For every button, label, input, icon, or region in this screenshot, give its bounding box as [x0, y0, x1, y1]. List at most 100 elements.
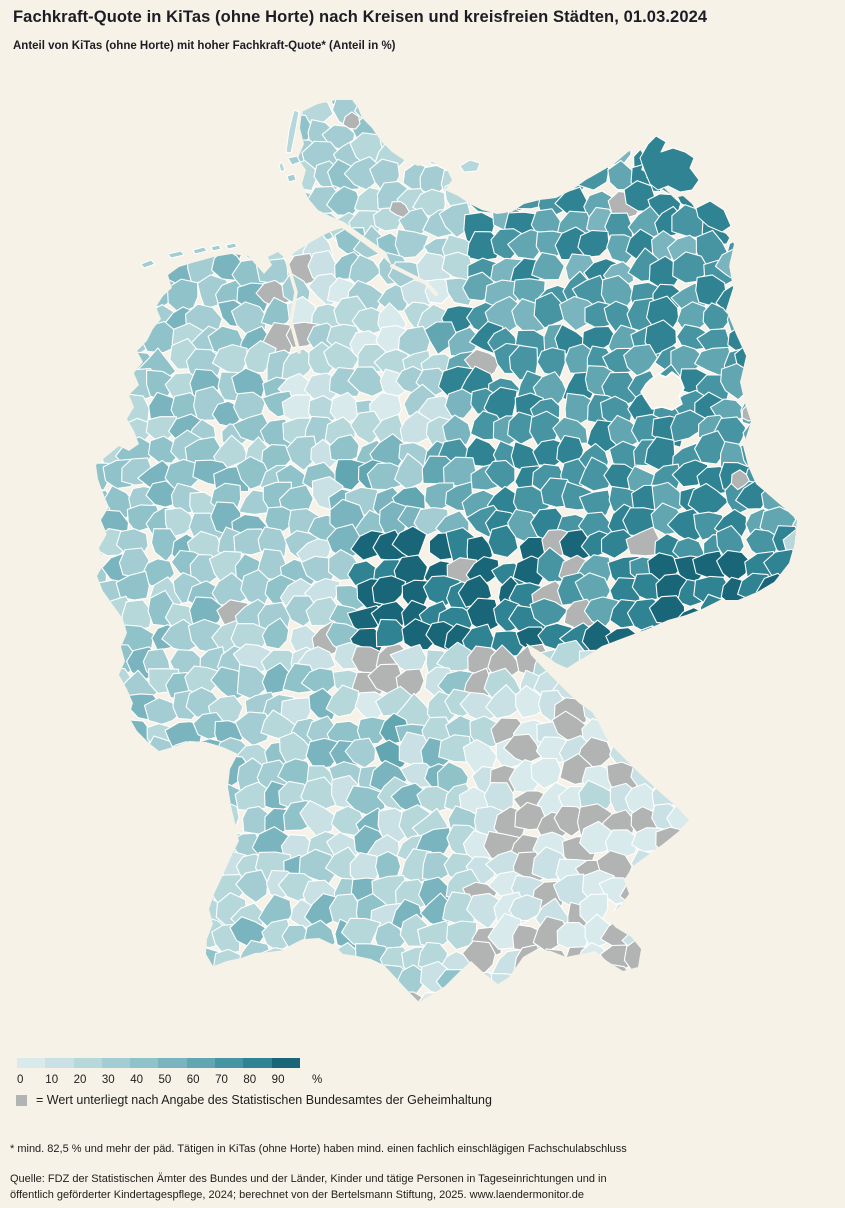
district-cell[interactable]: [356, 716, 389, 745]
district-cell[interactable]: [623, 343, 659, 377]
district-cell[interactable]: [532, 915, 571, 953]
island-föhr[interactable]: [287, 155, 301, 166]
island-usedom[interactable]: [695, 200, 732, 233]
no-data-district[interactable]: [741, 403, 761, 422]
island-wangerooge[interactable]: [225, 242, 238, 250]
district-cell[interactable]: [438, 734, 472, 763]
district-cell[interactable]: [484, 459, 516, 491]
island-borkum[interactable]: [140, 259, 156, 269]
no-data-legend: = Wert unterliegt nach Angabe des Statis…: [16, 1093, 492, 1107]
district-cell[interactable]: [92, 618, 125, 650]
district-cell[interactable]: [530, 757, 562, 790]
district-cell[interactable]: [344, 737, 377, 769]
no-data-district[interactable]: [342, 111, 361, 130]
district-cell[interactable]: [632, 625, 662, 655]
district-cell[interactable]: [416, 785, 451, 814]
district-cell[interactable]: [623, 180, 656, 212]
legend-color-ramp: [17, 1058, 300, 1068]
legend-class-swatch: [215, 1058, 244, 1068]
district-cell[interactable]: [651, 779, 684, 808]
district-cell[interactable]: [599, 133, 632, 166]
island-spiekeroog[interactable]: [210, 244, 222, 252]
legend-tick: 60: [186, 1074, 200, 1086]
district-cell[interactable]: [280, 189, 316, 219]
district-cell[interactable]: [702, 302, 732, 332]
district-cell[interactable]: [325, 684, 360, 718]
district-cell[interactable]: [655, 826, 690, 857]
district-cell[interactable]: [264, 506, 296, 534]
district-cell[interactable]: [391, 525, 428, 563]
district-cell[interactable]: [586, 139, 617, 166]
legend-tick: 90: [271, 1074, 285, 1086]
legend-tick: 20: [73, 1074, 87, 1086]
district-cell[interactable]: [582, 691, 619, 725]
district-cell[interactable]: [462, 738, 498, 775]
district-cell[interactable]: [351, 307, 387, 335]
berlin-area[interactable]: [640, 371, 685, 411]
district-cell[interactable]: [119, 719, 152, 754]
district-cell[interactable]: [726, 298, 758, 334]
district-cell[interactable]: [630, 849, 664, 880]
district-cell[interactable]: [648, 624, 685, 656]
district-cell[interactable]: [115, 570, 150, 601]
legend-tick: 40: [130, 1074, 143, 1086]
no-data-district[interactable]: [730, 469, 750, 491]
district-cell[interactable]: [577, 229, 610, 258]
district-cell[interactable]: [608, 903, 645, 931]
no-data-label: = Wert unterliegt nach Angabe des Statis…: [36, 1093, 492, 1107]
district-cell[interactable]: [260, 947, 292, 976]
district-cell[interactable]: [531, 251, 565, 281]
district-cell[interactable]: [164, 507, 195, 539]
district-cell[interactable]: [394, 228, 430, 259]
district-cell[interactable]: [402, 133, 440, 163]
district-cell[interactable]: [350, 410, 382, 445]
weser-river: [285, 260, 301, 354]
island-langeoog[interactable]: [192, 246, 208, 255]
island-amrum[interactable]: [278, 161, 286, 173]
district-cell[interactable]: [487, 524, 519, 558]
district-cell[interactable]: [444, 388, 477, 419]
district-cell[interactable]: [211, 800, 240, 833]
district-cell[interactable]: [78, 527, 106, 561]
district-cell[interactable]: [435, 969, 476, 1001]
district-cell[interactable]: [97, 414, 134, 449]
no-data-district[interactable]: [389, 201, 410, 218]
district-cell[interactable]: [147, 435, 181, 464]
legend-class-swatch: [130, 1058, 159, 1068]
district-cell[interactable]: [578, 456, 614, 492]
district-cell[interactable]: [536, 347, 566, 378]
district-cell[interactable]: [348, 254, 382, 288]
district-cell[interactable]: [213, 434, 250, 471]
district-cell[interactable]: [261, 617, 290, 650]
legend-tick: 70: [215, 1074, 228, 1086]
district-cell[interactable]: [716, 549, 752, 583]
legend-tick: 0: [17, 1074, 24, 1086]
district-cell[interactable]: [600, 528, 637, 559]
district-cell[interactable]: [487, 644, 523, 679]
island-sylt[interactable]: [285, 109, 300, 154]
district-cell[interactable]: [603, 963, 635, 998]
island-fehmarn[interactable]: [459, 159, 481, 173]
district-cell[interactable]: [466, 183, 507, 214]
island-pellworm[interactable]: [286, 173, 297, 183]
district-cell[interactable]: [145, 416, 177, 441]
district-cell[interactable]: [417, 141, 457, 165]
island-norderney[interactable]: [167, 250, 185, 259]
district-cell[interactable]: [529, 164, 566, 200]
island-rügen[interactable]: [639, 135, 700, 193]
district-cell[interactable]: [490, 972, 521, 1001]
district-cell[interactable]: [211, 572, 248, 607]
district-cell[interactable]: [391, 991, 426, 1021]
district-cell[interactable]: [609, 732, 643, 769]
district-cell[interactable]: [255, 258, 290, 285]
district-cell[interactable]: [236, 939, 273, 973]
district-cell[interactable]: [578, 649, 615, 681]
district-cell[interactable]: [573, 155, 610, 191]
district-cell[interactable]: [494, 182, 526, 216]
district-cell[interactable]: [466, 597, 500, 634]
district-cell[interactable]: [166, 278, 199, 315]
district-cell[interactable]: [371, 575, 407, 607]
district-cell[interactable]: [625, 526, 662, 557]
legend-class-swatch: [73, 1058, 102, 1068]
district-cell[interactable]: [419, 164, 451, 198]
